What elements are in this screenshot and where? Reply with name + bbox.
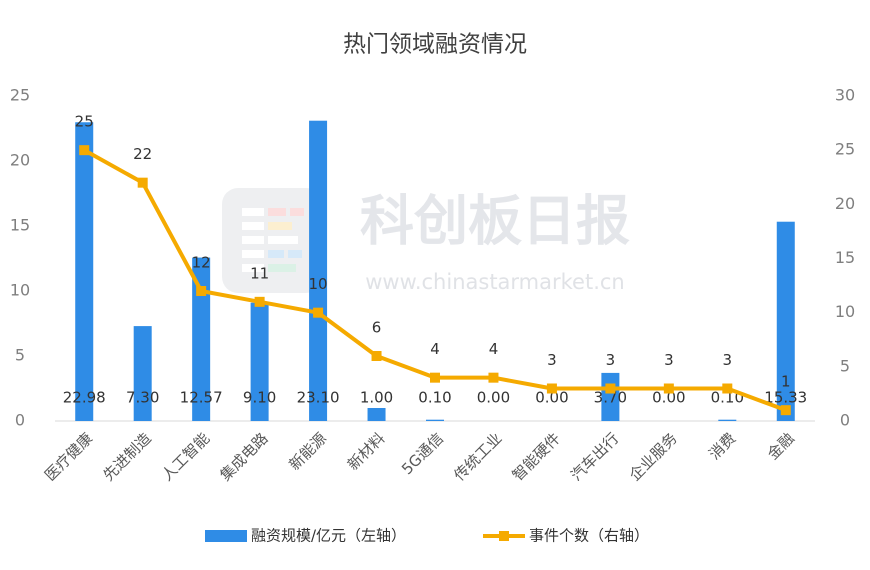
- line-value-label: 6: [372, 319, 382, 337]
- x-tick-label: 5G通信: [398, 429, 447, 478]
- y-tick-label: 10: [10, 281, 30, 300]
- bar: [426, 419, 444, 421]
- line-marker: [371, 351, 382, 361]
- watermark-url: www.chinastarmarket.cn: [365, 270, 625, 294]
- bar-value-label: 0.00: [477, 389, 510, 407]
- x-tick-label: 先进制造: [100, 429, 155, 484]
- bar: [75, 122, 94, 421]
- line-marker: [254, 296, 265, 307]
- bar-value-label: 3.70: [594, 389, 627, 407]
- bar: [367, 408, 386, 421]
- line-value-label: 3: [723, 351, 733, 369]
- line-value-label: 10: [309, 275, 328, 293]
- bar-value-label: 9.10: [243, 389, 276, 407]
- x-tick-label: 医疗健康: [41, 429, 96, 484]
- line-value-label: 3: [547, 351, 557, 369]
- y-tick-label: 25: [10, 86, 30, 105]
- bar: [718, 419, 737, 421]
- y-tick-label: 0: [15, 411, 25, 430]
- legend-label: 事件个数（右轴）: [529, 527, 649, 545]
- y2-tick-label: 15: [835, 248, 855, 267]
- bar-value-label: 1.00: [360, 389, 393, 407]
- watermark-name: 科创板日报: [360, 190, 630, 253]
- line-marker: [663, 383, 674, 394]
- line-value-label: 3: [664, 351, 674, 369]
- x-tick-label: 智能硬件: [509, 429, 564, 484]
- x-tick-label: 汽车出行: [567, 429, 622, 484]
- x-tick-label: 金融: [764, 429, 798, 463]
- bar-value-label: 0.10: [418, 389, 451, 407]
- legend-swatch-marker: [499, 531, 509, 541]
- x-tick-label: 消费: [705, 429, 739, 463]
- line-marker: [546, 383, 557, 394]
- y2-tick-label: 30: [835, 86, 855, 105]
- line-value-label: 12: [192, 254, 211, 272]
- watermark-logo: [222, 188, 322, 293]
- chart-title: 热门领域融资情况: [343, 32, 527, 58]
- y-tick-label: 5: [15, 346, 25, 365]
- bar: [192, 257, 211, 421]
- line-marker: [137, 177, 148, 188]
- legend-label: 融资规模/亿元（左轴）: [251, 527, 406, 545]
- y-tick-label: 15: [10, 216, 30, 235]
- line-value-label: 22: [133, 145, 152, 163]
- y2-tick-label: 0: [840, 411, 850, 430]
- x-tick-label: 企业服务: [626, 429, 681, 484]
- line-marker: [605, 383, 616, 394]
- y2-tick-label: 5: [840, 356, 850, 375]
- bar-value-label: 23.10: [297, 389, 340, 407]
- y2-tick-label: 20: [835, 194, 855, 213]
- line-value-label: 25: [75, 113, 94, 131]
- bar-value-label: 15.33: [764, 389, 807, 407]
- bar-value-label: 12.57: [180, 389, 223, 407]
- x-tick-label: 集成电路: [216, 429, 271, 484]
- bar-value-label: 22.98: [63, 389, 106, 407]
- x-tick-label: 新能源: [286, 429, 331, 474]
- line-marker: [430, 372, 440, 383]
- y2-tick-label: 10: [835, 302, 855, 321]
- bar: [776, 221, 795, 421]
- line-marker: [313, 307, 324, 318]
- y2-tick-label: 25: [835, 140, 855, 159]
- line-marker: [196, 286, 207, 296]
- x-tick-label: 传统工业: [450, 429, 505, 484]
- line-value-label: 4: [430, 340, 440, 358]
- line-value-label: 4: [489, 340, 499, 358]
- bar-value-label: 0.00: [652, 389, 685, 407]
- line-marker: [780, 405, 791, 416]
- bar: [309, 120, 328, 421]
- line-value-label: 11: [250, 264, 269, 282]
- x-tick-label: 新材料: [344, 429, 389, 474]
- bar: [250, 302, 269, 421]
- line-marker: [488, 372, 499, 383]
- bar: [133, 326, 152, 421]
- y-tick-label: 20: [10, 151, 30, 170]
- line-value-label: 3: [606, 351, 616, 369]
- bar-value-label: 0.00: [535, 389, 568, 407]
- line-value-label: 1: [781, 373, 791, 391]
- legend-swatch: [205, 530, 247, 542]
- line-marker: [722, 383, 733, 394]
- line-marker: [79, 145, 90, 156]
- x-tick-label: 人工智能: [158, 429, 213, 484]
- bar-value-label: 7.30: [126, 389, 159, 407]
